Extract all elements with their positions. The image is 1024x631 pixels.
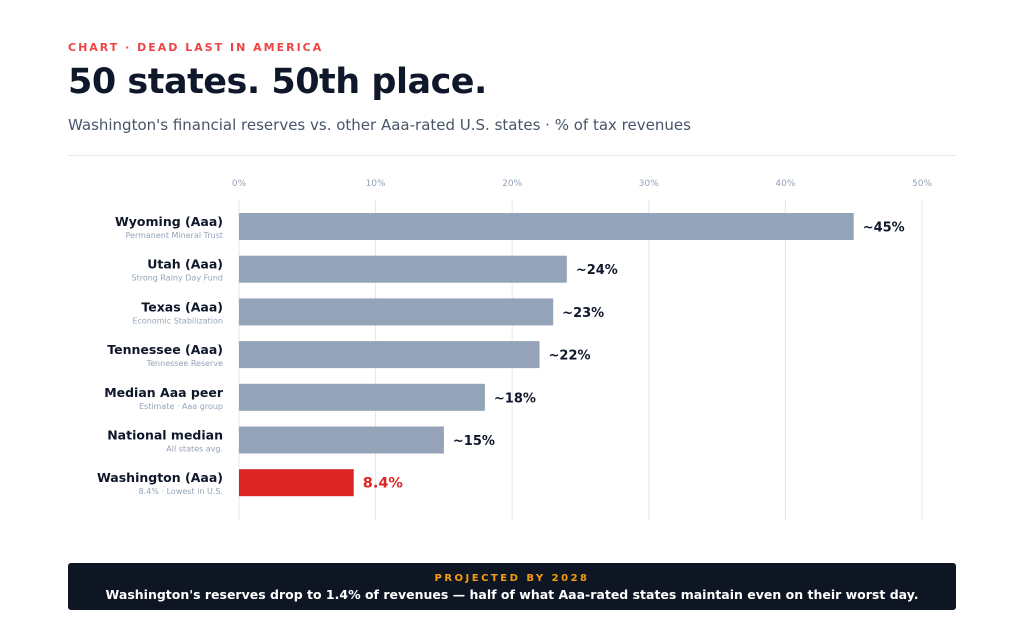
x-tick-label: 40% bbox=[775, 179, 795, 189]
chart-eyebrow: CHART · DEAD LAST IN AMERICA bbox=[68, 41, 324, 54]
category-sublabel: Economic Stabilization bbox=[132, 316, 223, 325]
category-label: Wyoming (Aaa) bbox=[115, 214, 223, 229]
data-label: ~24% bbox=[576, 263, 618, 278]
data-label: 8.4% bbox=[363, 476, 404, 492]
header-divider bbox=[68, 155, 956, 156]
category-label: Utah (Aaa) bbox=[147, 257, 223, 272]
category-sublabel: All states avg. bbox=[166, 445, 223, 454]
bar bbox=[239, 213, 854, 240]
data-label: ~18% bbox=[494, 391, 536, 406]
bar-chart: 0% 10% 20% 30% 40% 50% Wyoming (Aaa) Permanent … bbox=[97, 179, 932, 520]
category-sublabel: 8.4% · Lowest in U.S. bbox=[139, 487, 223, 496]
category-sublabel: Tennessee Reserve bbox=[146, 359, 223, 368]
x-tick-label: 50% bbox=[912, 179, 932, 189]
projection-callout: PROJECTED BY 2028 Washington's reserves … bbox=[68, 563, 956, 610]
bar bbox=[239, 426, 444, 454]
category-label: Texas (Aaa) bbox=[141, 299, 223, 314]
chart-subtitle: Washington's financial reserves vs. othe… bbox=[68, 116, 691, 134]
category-label: Tennessee (Aaa) bbox=[107, 342, 223, 357]
data-label: ~45% bbox=[863, 221, 905, 236]
category-sublabel: Estimate · Aaa group bbox=[139, 402, 223, 411]
category-sublabel: Permanent Mineral Trust bbox=[126, 231, 224, 240]
category-label: Median Aaa peer bbox=[104, 385, 224, 400]
data-label: ~23% bbox=[562, 306, 604, 321]
bar bbox=[239, 341, 540, 369]
x-tick-label: 20% bbox=[502, 179, 522, 189]
x-tick-label: 0% bbox=[232, 179, 247, 189]
x-tick-label: 10% bbox=[366, 179, 386, 189]
x-tick-label: 30% bbox=[639, 179, 659, 189]
bar bbox=[239, 383, 485, 411]
chart-title: 50 states. 50th place. bbox=[68, 62, 487, 102]
data-label: ~22% bbox=[549, 349, 591, 364]
category-label: National median bbox=[107, 428, 223, 443]
category-label: Washington (Aaa) bbox=[97, 470, 223, 485]
bar bbox=[239, 469, 354, 497]
bar bbox=[239, 255, 567, 283]
data-label: ~15% bbox=[453, 434, 495, 449]
category-sublabel: Strong Rainy Day Fund bbox=[132, 274, 224, 283]
bar bbox=[239, 298, 554, 326]
callout-text: Washington's reserves drop to 1.4% of re… bbox=[105, 587, 919, 602]
callout-kicker: PROJECTED BY 2028 bbox=[434, 573, 590, 584]
